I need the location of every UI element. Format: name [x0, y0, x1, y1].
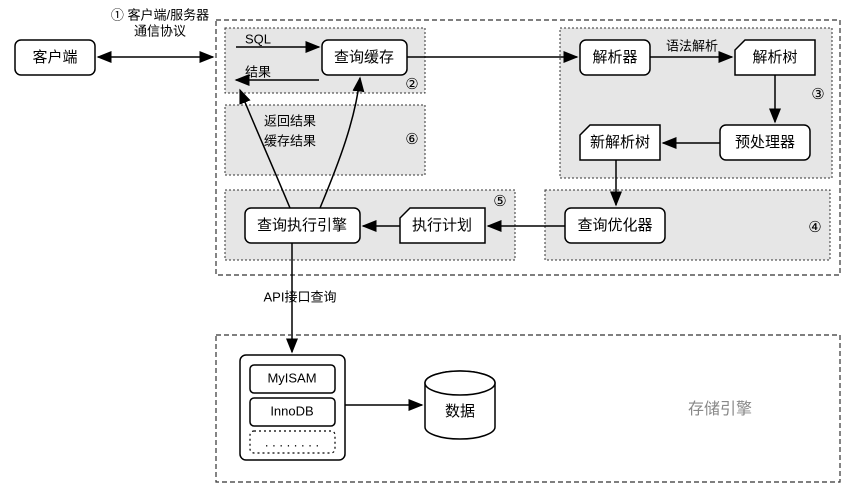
- protocol-label-1: ① 客户端/服务器: [111, 7, 209, 22]
- result-label: 结果: [245, 64, 271, 79]
- parse-tree-label: 解析树: [752, 49, 797, 66]
- new-parse-tree-label: 新解析树: [590, 134, 650, 151]
- parser-label: 解析器: [592, 49, 637, 66]
- data-label: 数据: [445, 403, 475, 420]
- num-2: ②: [405, 76, 418, 93]
- cache-result-label: 缓存结果: [264, 133, 316, 148]
- num-6: ⑥: [405, 131, 418, 148]
- client-label: 客户端: [32, 49, 77, 66]
- num-5: ⑤: [493, 193, 506, 210]
- myisam-label: MyISAM: [267, 370, 316, 385]
- sql-label: SQL: [245, 31, 271, 46]
- preprocessor-label: 预处理器: [735, 134, 795, 151]
- region-6: [225, 105, 425, 175]
- storage-engine-label: 存储引擎: [688, 400, 752, 418]
- api-query-label: API接口查询: [264, 289, 337, 304]
- num-3: ③: [811, 86, 824, 103]
- data-cylinder: 数据: [425, 371, 495, 439]
- query-exec-label: 查询执行引擎: [257, 217, 347, 234]
- exec-plan-label: 执行计划: [412, 217, 472, 234]
- innodb-label: InnoDB: [270, 403, 313, 418]
- diagram: 客户端 ① 客户端/服务器 通信协议 SQL 结果 查询缓存 解析器 语法解析 …: [0, 0, 854, 500]
- return-result-label: 返回结果: [264, 113, 316, 128]
- syntax-parse-label: 语法解析: [666, 38, 718, 53]
- num-4: ④: [808, 219, 821, 236]
- optimizer-label: 查询优化器: [577, 217, 652, 234]
- query-cache-label: 查询缓存: [334, 49, 394, 66]
- dots-label: . . . . . . . .: [265, 434, 319, 449]
- protocol-label-2: 通信协议: [134, 23, 186, 38]
